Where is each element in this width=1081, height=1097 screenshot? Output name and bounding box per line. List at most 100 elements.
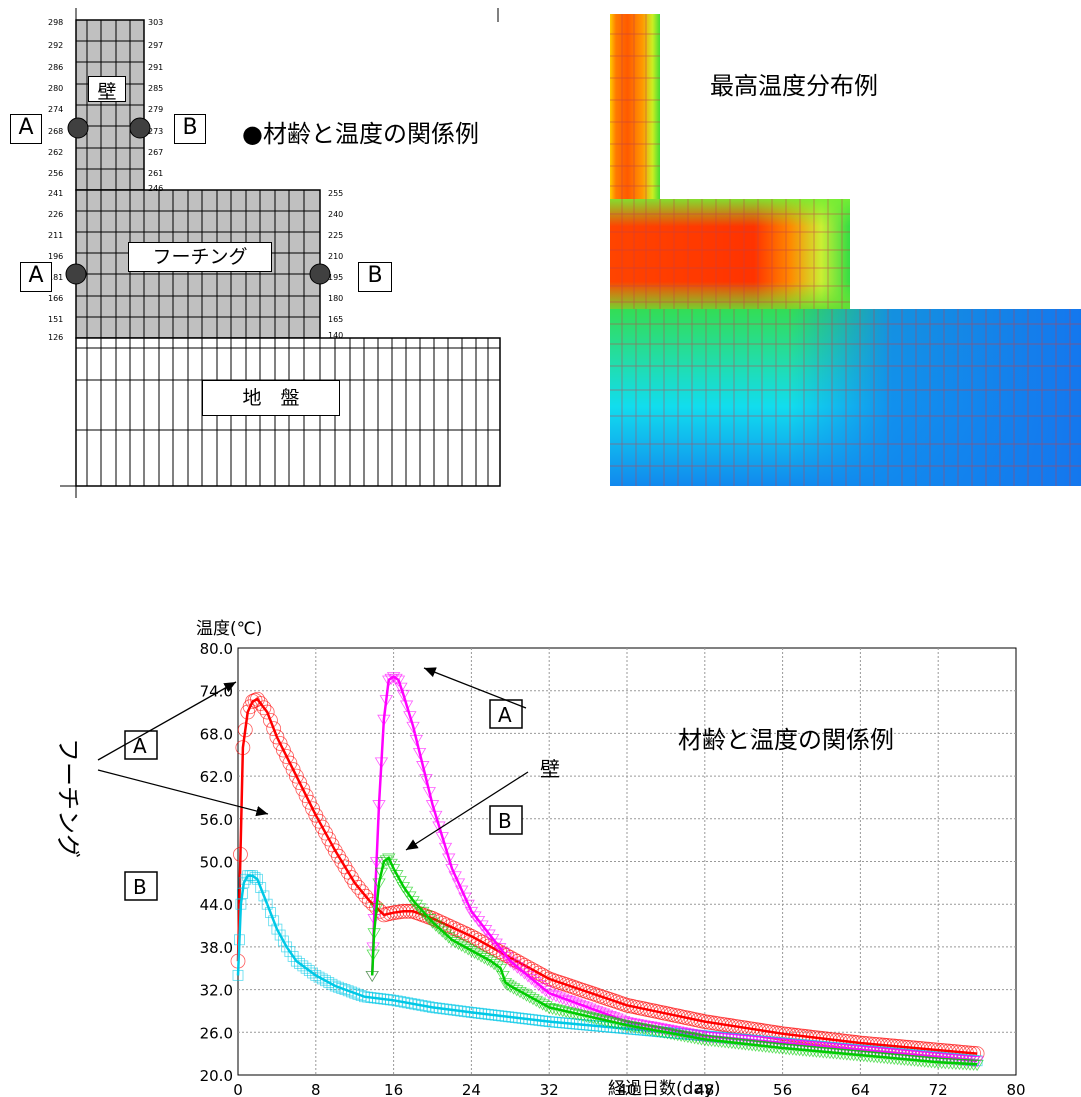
data-point-marker — [252, 873, 263, 885]
mesh-node-number: 151 — [48, 315, 63, 324]
mesh-node-number: 211 — [48, 231, 63, 240]
mesh-node-number: 297 — [148, 41, 163, 50]
mesh-node-number: 181 — [48, 273, 63, 282]
data-point-marker — [256, 700, 272, 716]
x-tick-label: 16 — [384, 1081, 403, 1097]
y-tick-label: 50.0 — [200, 854, 233, 872]
data-point-marker — [272, 736, 288, 751]
data-point-marker — [347, 875, 363, 891]
wall-b-arrow — [405, 771, 529, 851]
data-point-marker — [386, 864, 401, 876]
data-point-marker — [288, 768, 304, 784]
y-axis-label: 温度(℃) — [196, 619, 262, 639]
data-point-marker — [500, 952, 514, 964]
data-point-marker — [327, 843, 343, 859]
series-line — [370, 855, 978, 1066]
mesh-node-number: 256 — [48, 169, 63, 178]
data-point-marker — [298, 788, 314, 804]
y-tick-label: 38.0 — [200, 939, 233, 957]
data-point-marker — [451, 878, 466, 890]
mesh-node-number: 267 — [148, 148, 163, 157]
mesh-node-number: 240 — [328, 210, 343, 219]
mesh-node-number: 292 — [48, 41, 63, 50]
data-point-marker — [266, 721, 282, 737]
mesh-node-number: 225 — [328, 231, 343, 240]
data-point-marker — [268, 915, 280, 927]
data-point-marker — [334, 854, 350, 869]
data-point-marker — [409, 899, 423, 911]
mesh-node-number: 210 — [328, 252, 343, 261]
data-point-marker — [390, 870, 404, 882]
data-point-marker — [263, 712, 278, 728]
data-point-marker — [393, 876, 407, 888]
data-point-marker — [307, 967, 318, 979]
data-point-marker — [471, 915, 486, 928]
y-tick-label: 80.0 — [200, 640, 233, 658]
data-point-marker — [475, 920, 489, 932]
mesh-node-number: 274 — [48, 105, 63, 114]
mesh-node-number: 261 — [148, 169, 163, 178]
mesh-node-number: 285 — [148, 84, 163, 93]
x-tick-label: 8 — [311, 1081, 321, 1097]
data-point-marker — [279, 749, 295, 764]
wall-a-arrow — [423, 667, 527, 709]
data-point-marker — [259, 704, 275, 720]
max-temperature-heatmap — [610, 14, 1081, 486]
data-point-marker — [412, 903, 427, 915]
heatmap-title: 最高温度分布例 — [710, 72, 878, 100]
wall-point-b-label: B — [174, 114, 206, 144]
data-point-marker — [534, 967, 550, 983]
wall-point-b-marker — [129, 117, 151, 139]
footing-point-a-label: A — [20, 262, 52, 292]
x-tick-label: 72 — [929, 1081, 948, 1097]
data-point-marker — [305, 801, 320, 817]
wall-b-label: B — [498, 809, 512, 833]
data-point-marker — [340, 864, 356, 880]
data-point-marker — [240, 873, 252, 885]
data-point-marker — [269, 729, 285, 745]
series-3 — [365, 853, 984, 1072]
x-tick-label: 24 — [462, 1081, 481, 1097]
mesh-node-number: 303 — [148, 18, 163, 27]
data-point-marker — [295, 781, 311, 797]
mesh-node-number: 286 — [48, 63, 63, 72]
mesh-title: ●材齢と温度の関係例 — [242, 120, 479, 148]
mesh-node-number: 280 — [48, 84, 63, 93]
x-tick-label: 0 — [233, 1081, 243, 1097]
data-point-marker — [396, 689, 411, 702]
mesh-node-number: 165 — [328, 315, 343, 324]
mesh-diagram: 298 292 286 280 274 268 262 256 241 226 211 196 181 1… — [48, 8, 501, 498]
data-point-marker — [461, 899, 475, 911]
data-point-marker — [337, 859, 353, 875]
mesh-node-number: 298 — [48, 18, 63, 27]
wall-point-a-label: A — [10, 114, 42, 144]
mesh-node-number: 226 — [48, 210, 63, 219]
x-tick-label: 64 — [851, 1081, 870, 1097]
x-tick-label: 80 — [1006, 1081, 1025, 1097]
footing-point-b-marker — [309, 263, 331, 285]
footing-b-label: B — [133, 875, 147, 899]
data-point-marker — [432, 923, 446, 935]
mesh-node-number: 291 — [148, 63, 163, 72]
mesh-node-number: 241 — [48, 189, 63, 198]
footing-a-arrow — [97, 681, 237, 761]
mesh-node-number: 273 — [148, 127, 163, 136]
data-point-marker — [460, 927, 476, 943]
ground-label: 地 盤 — [202, 380, 340, 416]
data-point-marker — [292, 775, 307, 791]
data-point-marker — [419, 910, 433, 922]
data-point-marker — [468, 911, 482, 923]
x-tick-label: 48 — [695, 1081, 714, 1097]
data-point-marker — [485, 934, 500, 946]
x-tick-label: 40 — [617, 1081, 636, 1097]
data-point-marker — [458, 892, 472, 904]
data-point-marker — [301, 794, 317, 810]
wall-point-a-marker — [67, 117, 89, 139]
data-point-marker — [489, 938, 503, 950]
mesh-node-number: 140 — [328, 331, 343, 340]
data-point-marker — [422, 914, 436, 926]
mesh-node-number: 262 — [48, 148, 63, 157]
temperature-chart: 0 8 16 24 32 40 48 56 64 72 80 20.0 26.0 32.0 38.0 44.0… — [54, 619, 1026, 1097]
data-point-marker — [350, 879, 366, 895]
mesh-node-number: 279 — [148, 105, 163, 114]
